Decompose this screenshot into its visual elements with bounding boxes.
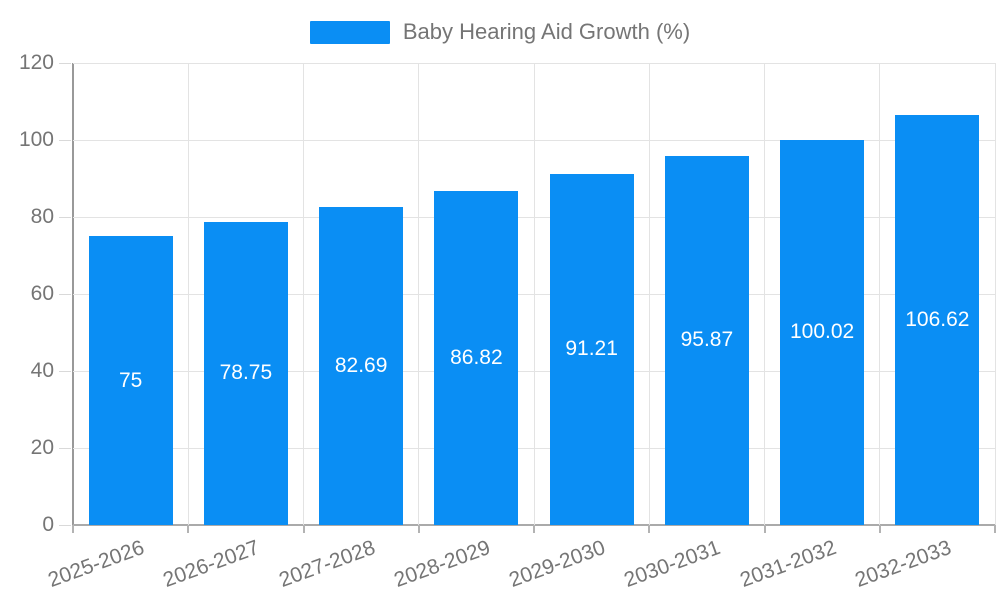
gridline-vertical xyxy=(764,63,765,525)
bar-2026-2027: 78.75 xyxy=(203,221,288,525)
x-axis-tick xyxy=(878,525,881,533)
plot-area: 0 20 40 60 80 100 120 75 2025-2026 78.75 2026-2027… xyxy=(19,51,996,592)
y-axis-tick-label: 20 xyxy=(30,436,54,459)
bar-value-label: 100.02 xyxy=(790,320,855,344)
y-axis-tick xyxy=(59,139,71,141)
y-axis-tick-label: 80 xyxy=(30,205,54,228)
x-axis-category-label: 2029-2030 xyxy=(506,536,609,592)
y-axis-tick-label: 120 xyxy=(18,51,54,74)
gridline-vertical xyxy=(648,63,650,525)
y-axis-tick-label: 0 xyxy=(42,513,54,536)
x-axis-category-label: 2032-2033 xyxy=(851,536,955,592)
chart-legend[interactable]: Baby Hearing Aid Growth (%) xyxy=(0,19,1000,45)
x-axis-tick xyxy=(72,525,74,533)
x-axis-category-label: 2028-2029 xyxy=(390,536,494,592)
gridline-vertical xyxy=(994,63,996,525)
bar-2029-2030: 91.21 xyxy=(549,173,634,525)
x-axis-category-label: 2030-2031 xyxy=(621,536,724,592)
y-axis-line xyxy=(72,63,74,533)
bar-value-label: 95.87 xyxy=(680,328,734,352)
bar-value-label: 91.21 xyxy=(565,337,618,361)
gridline-vertical xyxy=(879,63,881,525)
x-axis-tick xyxy=(994,525,996,533)
gridline-vertical xyxy=(303,63,304,525)
gridline-vertical xyxy=(418,63,420,525)
legend-swatch xyxy=(309,20,390,44)
gridline-vertical xyxy=(187,63,189,525)
x-axis-tick xyxy=(417,525,420,533)
x-axis-tick xyxy=(763,525,766,533)
legend-label: Baby Hearing Aid Growth (%) xyxy=(402,19,691,44)
y-axis-tick-label: 100 xyxy=(18,128,54,151)
y-axis-tick-label: 60 xyxy=(30,282,54,305)
x-axis-tick xyxy=(187,525,190,533)
x-axis-category-label: 2025-2026 xyxy=(45,536,148,592)
x-axis-tick xyxy=(533,525,535,533)
gridline-vertical xyxy=(533,63,535,525)
bar-value-label: 86.82 xyxy=(450,345,503,369)
y-axis-tick xyxy=(59,62,71,64)
bar-value-label: 78.75 xyxy=(219,361,273,385)
x-axis-tick xyxy=(302,525,305,533)
y-axis-tick xyxy=(59,447,71,449)
y-axis-tick xyxy=(59,524,71,526)
y-axis-tick xyxy=(59,216,71,218)
y-axis-tick xyxy=(59,293,71,295)
x-axis-category-label: 2027-2028 xyxy=(275,536,378,592)
bar-2028-2029: 86.82 xyxy=(434,190,519,525)
bar-value-label: 106.62 xyxy=(905,307,970,331)
x-axis-category-label: 2026-2027 xyxy=(160,536,263,592)
x-axis-tick xyxy=(648,525,651,533)
bar-2030-2031: 95.87 xyxy=(664,155,749,525)
bar-value-label: 75 xyxy=(118,368,143,392)
bar-2032-2033: 106.62 xyxy=(895,114,980,525)
bar-2031-2032: 100.02 xyxy=(780,139,865,525)
bar-value-label: 82.69 xyxy=(334,353,388,377)
y-axis-tick-label: 40 xyxy=(30,359,54,382)
y-axis-tick xyxy=(59,370,71,372)
bar-2027-2028: 82.69 xyxy=(319,206,404,525)
x-axis-category-label: 2031-2032 xyxy=(736,536,839,592)
bar-2025-2026: 75 xyxy=(88,236,173,525)
